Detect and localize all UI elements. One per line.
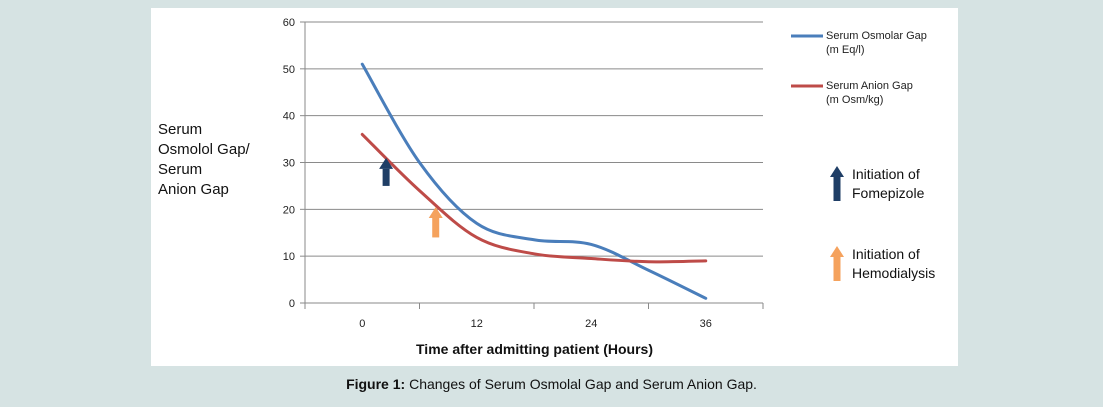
- x-tick-label: 0: [359, 318, 365, 330]
- series-layer: [360, 62, 708, 300]
- arrow-shaft: [833, 177, 841, 201]
- annotation-label: Hemodialysis: [852, 265, 935, 281]
- x-tick-label: 12: [471, 318, 483, 330]
- legend: Serum Osmolar Gap (m Eq/l) Serum Anion Gap…: [791, 30, 935, 281]
- x-tick-label: 24: [585, 318, 597, 330]
- y-tick-label: 20: [283, 204, 295, 216]
- axis-layer: 0 10 20 30 40 50 60 0 12 24 36: [283, 17, 764, 330]
- figure-caption: Figure 1: Changes of Serum Osmolal Gap a…: [0, 376, 1103, 392]
- annotation-label: Initiation of: [852, 166, 920, 182]
- arrow-head: [379, 157, 394, 169]
- y-tick-label: 30: [283, 158, 295, 170]
- y-axis-label-line: Anion Gap: [158, 181, 229, 198]
- caption-text: Changes of Serum Osmolal Gap and Serum A…: [405, 376, 757, 392]
- chart-panel: 0 10 20 30 40 50 60 0 12 24 36 Serum Osmolar Gap (m…: [151, 8, 958, 366]
- legend-label: Serum Anion Gap: [826, 80, 913, 92]
- annotation-layer: [379, 157, 443, 238]
- plot-arrow-2: [428, 206, 443, 238]
- y-tick-label: 60: [283, 17, 295, 29]
- grid-layer: [305, 21, 763, 257]
- legend-arrow-2: [830, 246, 844, 281]
- y-axis-label-line: Serum: [158, 121, 203, 138]
- legend-arrow-1: [830, 166, 844, 201]
- annotation-label: Fomepizole: [852, 185, 925, 201]
- legend-label: (m Osm/kg): [826, 94, 883, 106]
- y-tick-label: 0: [289, 298, 295, 310]
- legend-label: Serum Osmolar Gap: [826, 30, 927, 42]
- x-tick-label: 36: [700, 318, 712, 330]
- arrow-shaft: [833, 257, 841, 281]
- arrow-head: [428, 206, 443, 218]
- caption-label: Figure 1:: [346, 376, 406, 392]
- y-tick-label: 50: [283, 64, 295, 76]
- y-tick-label: 10: [283, 251, 295, 263]
- x-axis-label: Time after admitting patient (Hours): [416, 341, 653, 357]
- y-tick-label: 40: [283, 111, 295, 123]
- arrow-shaft: [382, 168, 390, 186]
- legend-label: (m Eq/l): [826, 44, 865, 56]
- plot-arrow-1: [379, 157, 394, 186]
- arrow-head: [830, 246, 844, 257]
- arrow-head: [830, 166, 844, 177]
- annotation-label: Initiation of: [852, 246, 920, 262]
- line-chart: 0 10 20 30 40 50 60 0 12 24 36 Serum Osmolar Gap (m…: [283, 17, 936, 330]
- y-axis-label-line: Osmolol Gap/: [158, 141, 250, 158]
- y-axis-label: Serum Osmolol Gap/ Serum Anion Gap: [158, 120, 268, 200]
- y-axis-label-line: Serum: [158, 161, 203, 178]
- arrow-shaft: [432, 217, 440, 238]
